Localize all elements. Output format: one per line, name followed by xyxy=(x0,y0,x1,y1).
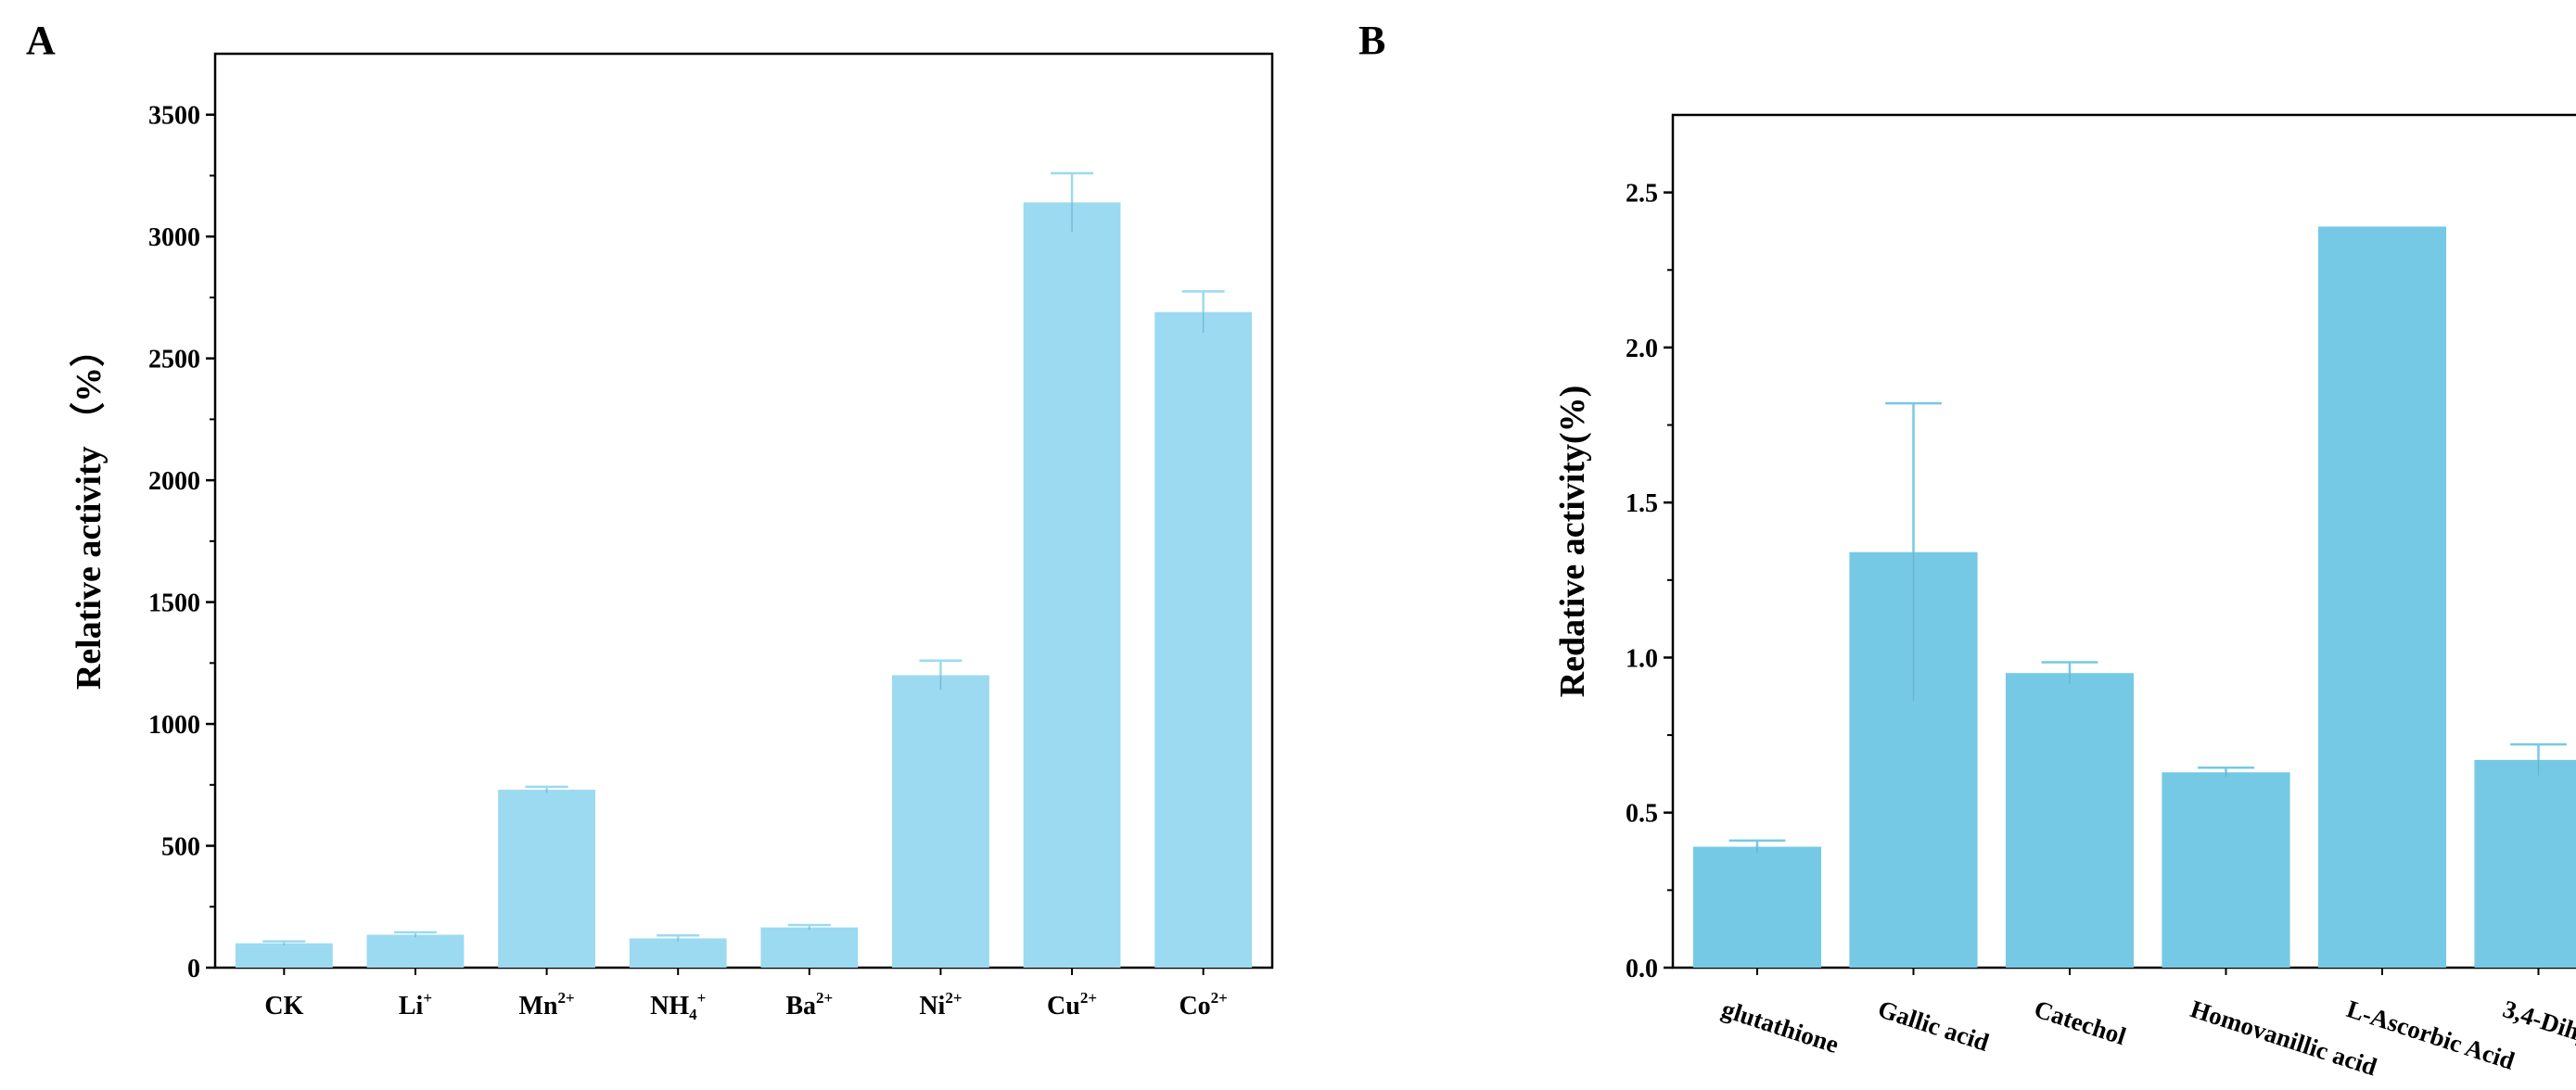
x-category-label-b: glutathione xyxy=(1718,995,1842,1058)
y-tick-label-b: 0.0 xyxy=(1626,955,1658,983)
y-axis-label-a: Relative activity （%） xyxy=(70,332,108,690)
y-tick-label-a: 1500 xyxy=(148,589,200,618)
y-ticks-a: 0 500 1000 1500 2000 2500 3000 3500 xyxy=(148,102,1205,983)
bars-a xyxy=(235,171,1253,968)
bar-a xyxy=(1154,311,1253,968)
chart-panel-b: B Redative activity(%) 0.0 0.5 1.0 1.5 2.0 2.… xyxy=(1358,18,2576,1090)
y-axis-label-b: Redative activity(%) xyxy=(1553,386,1592,698)
y-tick-label-a: 0 xyxy=(187,955,200,983)
plot-frame-a xyxy=(213,52,1274,970)
bar-b xyxy=(2162,772,2290,968)
chart-panel-a: A Relative activity （%） 0 500 1000 1500 2000… xyxy=(26,18,1274,1023)
y-tick-label-a: 500 xyxy=(161,833,200,862)
x-category-label-a: Ba2+ xyxy=(785,989,833,1020)
bar-b xyxy=(1692,846,1822,968)
bar-a xyxy=(629,938,727,968)
bars-b xyxy=(1692,226,2576,968)
y-tick-label-a: 2000 xyxy=(148,467,200,496)
bar-a xyxy=(366,934,465,968)
x-category-label-a: Cu2+ xyxy=(1047,989,1097,1020)
bar-a xyxy=(1023,202,1121,968)
y-tick-label-a: 1000 xyxy=(148,711,200,740)
x-category-label-b: 3,4-Dihydroxybeenzoic acid xyxy=(2500,995,2576,1090)
bar-a xyxy=(235,943,333,968)
panel-label-a: A xyxy=(26,18,56,63)
x-category-label-a: Mn2+ xyxy=(518,989,574,1020)
y-tick-label-b: 2.5 xyxy=(1626,180,1658,209)
bar-b xyxy=(2317,226,2447,968)
x-category-label-a: CK xyxy=(264,992,303,1020)
x-category-label-a: Ni2+ xyxy=(919,989,962,1020)
bar-a xyxy=(760,927,859,968)
bar-b xyxy=(2005,673,2135,968)
x-category-label-b: Catechol xyxy=(2031,995,2130,1050)
y-tick-label-b: 1.0 xyxy=(1626,644,1658,673)
x-categories-b: glutathione Gallic acid Catechol Homovanill… xyxy=(1718,995,2576,1090)
x-category-label-a: Li+ xyxy=(399,989,432,1020)
y-tick-label-b: 1.5 xyxy=(1626,489,1658,518)
x-category-label-b: Gallic acid xyxy=(1875,995,1993,1057)
y-tick-label-a: 3500 xyxy=(148,102,200,131)
y-tick-label-b: 0.5 xyxy=(1626,800,1658,829)
y-ticks-b: 0.0 0.5 1.0 1.5 2.0 2.5 xyxy=(1626,180,2540,983)
bar-a xyxy=(498,790,595,968)
y-tick-label-a: 3000 xyxy=(148,223,200,252)
bar-b xyxy=(2474,759,2576,968)
panel-label-b: B xyxy=(1358,18,1385,63)
x-category-label-a: NH4+ xyxy=(650,989,706,1023)
bar-a xyxy=(892,675,989,968)
y-tick-label-b: 2.0 xyxy=(1626,335,1658,363)
y-tick-label-a: 2500 xyxy=(148,346,200,374)
x-categories-a: CK Li+ Mn2+ NH4+ Ba2+ Ni2+ Cu2+ Co2+ xyxy=(264,989,1228,1023)
x-category-label-a: Co2+ xyxy=(1179,989,1227,1020)
